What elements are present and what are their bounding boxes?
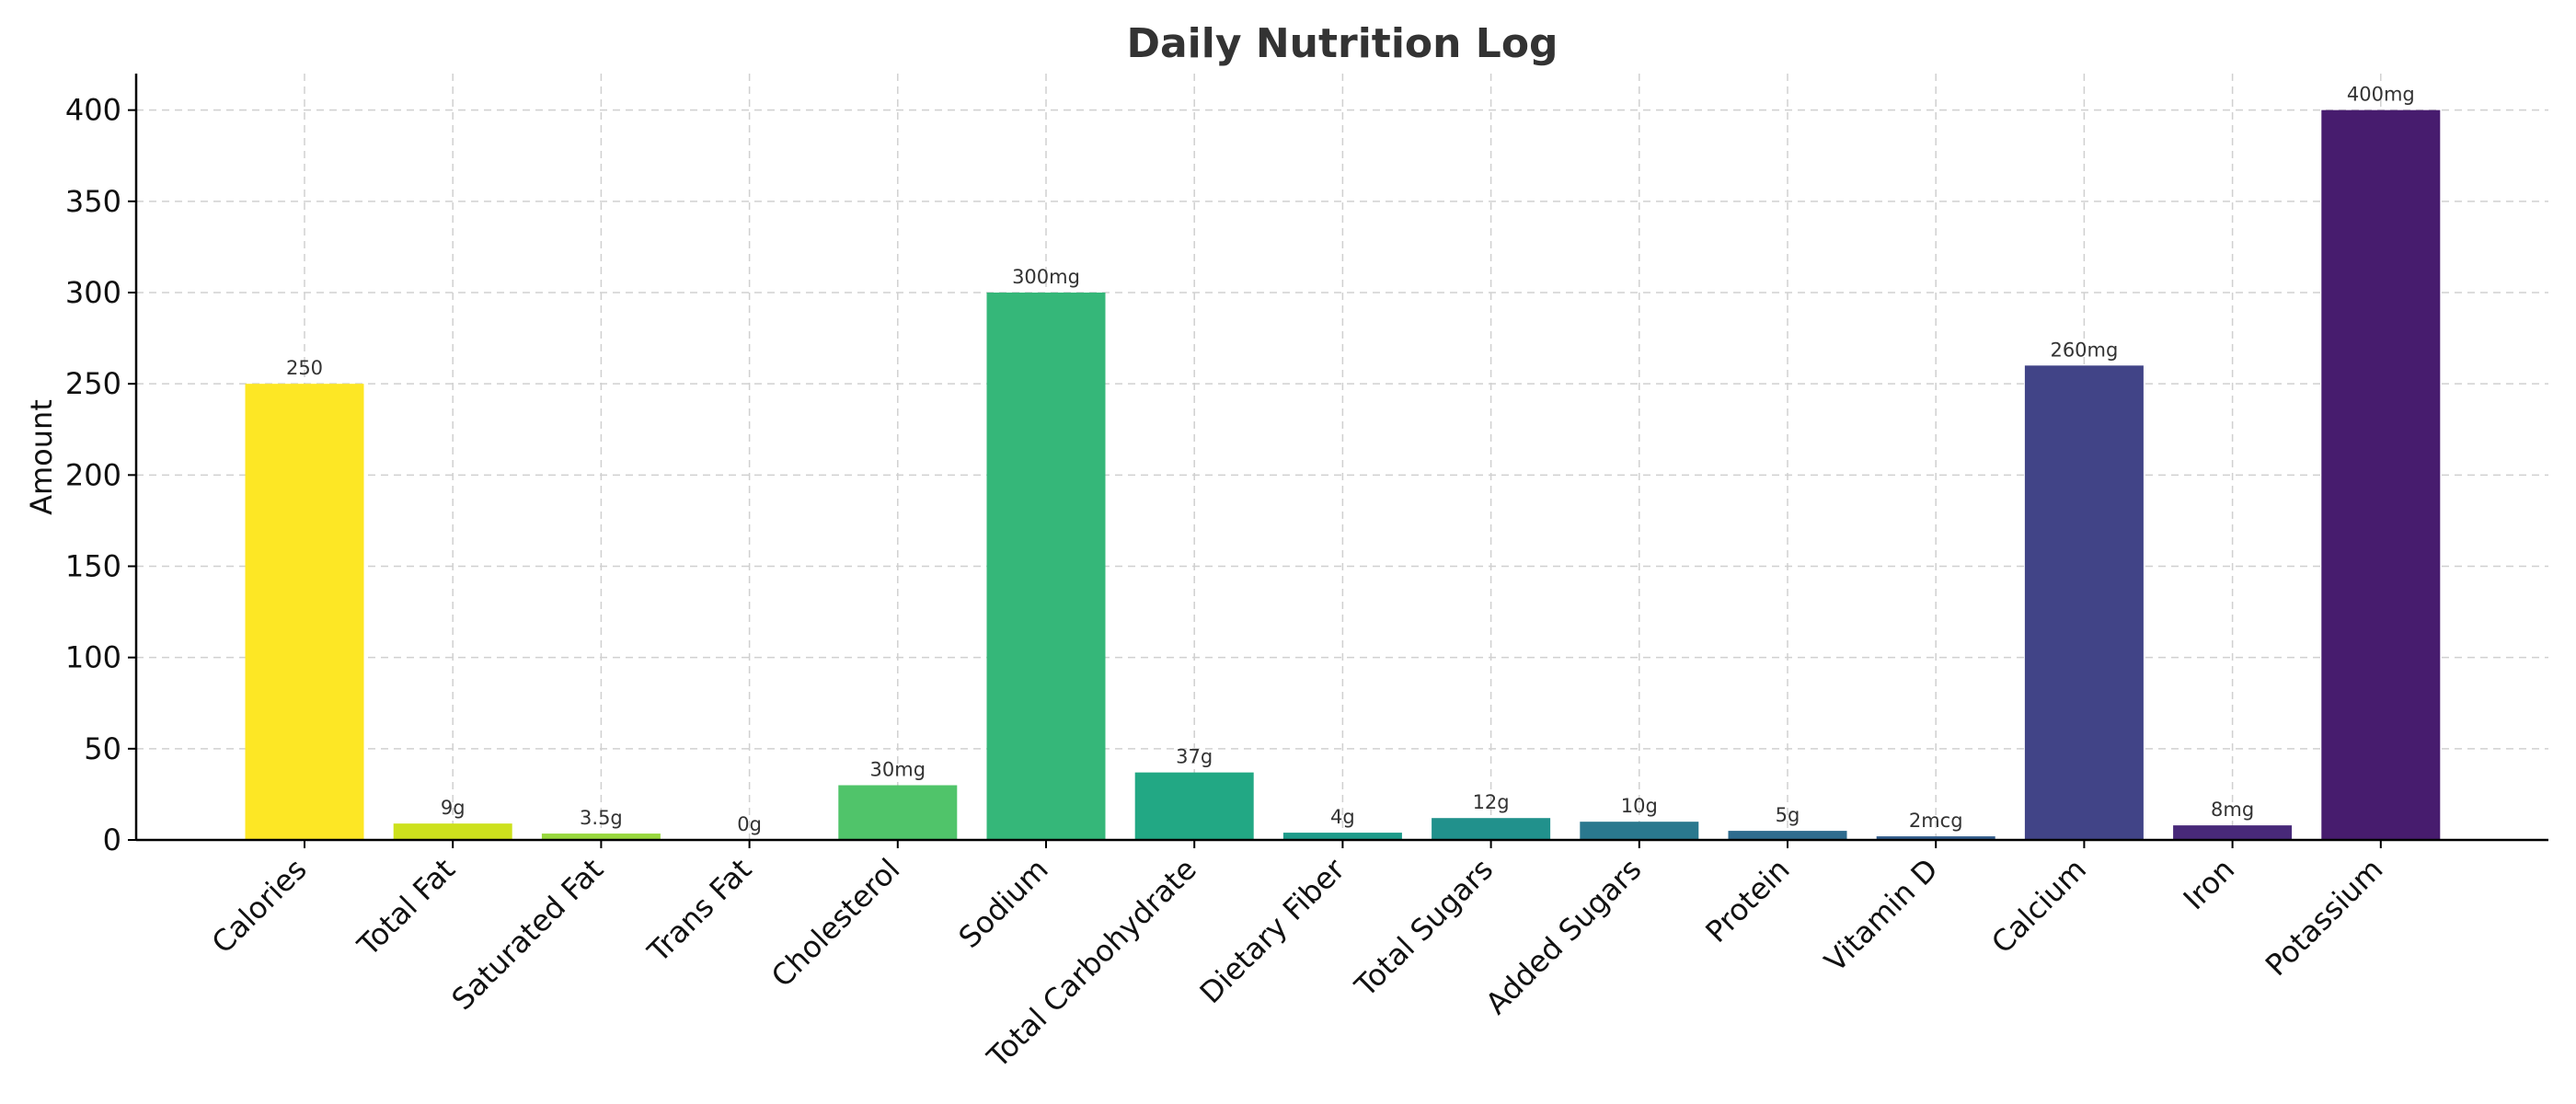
y-tick-label: 350 — [65, 184, 121, 219]
y-tick-label: 250 — [65, 366, 121, 401]
bar-data-label: 2mcg — [1909, 810, 1963, 832]
bar-data-label: 12g — [1473, 791, 1510, 813]
bar — [986, 293, 1106, 840]
x-tick-label: Total Sugars — [1348, 852, 1501, 1005]
y-tick-label: 150 — [65, 549, 121, 584]
x-tick-label: Saturated Fat — [445, 852, 611, 1018]
bar-data-label: 260mg — [2050, 339, 2118, 361]
bar-data-label: 10g — [1621, 795, 1658, 817]
x-tick-label: Iron — [2177, 852, 2242, 917]
y-tick-label: 300 — [65, 275, 121, 310]
bars-layer — [245, 109, 2441, 840]
data-labels-layer: 250 9g 3.5g 0g 30mg 300mg 37g 4g 12g 10g 5g 2mcg 260… — [286, 84, 2415, 835]
bar — [2173, 825, 2293, 840]
x-tick-label: Calcium — [1984, 852, 2093, 960]
bar-data-label: 30mg — [870, 759, 926, 781]
bar — [1134, 772, 1254, 840]
bar — [1876, 836, 1995, 840]
bar-data-label: 5g — [1776, 804, 1800, 826]
bar — [2024, 365, 2144, 840]
bar — [245, 384, 364, 840]
bar — [1728, 831, 1847, 840]
x-tick-label: Cholesterol — [765, 852, 907, 995]
bar-data-label: 9g — [441, 797, 466, 819]
bar — [1580, 822, 1699, 840]
bar — [2321, 109, 2441, 840]
chart-title: Daily Nutrition Log — [1126, 20, 1558, 67]
bar-data-label: 3.5g — [580, 807, 623, 829]
x-tick-label: Potassium — [2259, 852, 2390, 983]
y-tick-label: 0 — [103, 822, 121, 857]
bar — [393, 823, 512, 840]
axes-layer — [128, 74, 2548, 848]
bar-data-label: 300mg — [1012, 266, 1080, 288]
bar — [838, 785, 958, 840]
bar — [541, 834, 661, 840]
y-tick-label: 200 — [65, 457, 121, 492]
y-tick-label: 50 — [84, 731, 121, 766]
bar-data-label: 0g — [737, 813, 762, 835]
bar — [1282, 833, 1402, 840]
x-tick-label: Added Sugars — [1478, 852, 1648, 1021]
bar-data-label: 37g — [1176, 746, 1213, 768]
bar-data-label: 4g — [1330, 806, 1355, 828]
bar-data-label: 8mg — [2211, 799, 2254, 821]
y-axis-label: Amount — [24, 399, 59, 515]
bar-data-label: 400mg — [2347, 84, 2415, 106]
grid-layer — [136, 74, 2548, 841]
x-tick-label: Trans Fat — [640, 852, 758, 970]
x-tick-label: Total Fat — [351, 852, 462, 963]
y-tick-label: 400 — [65, 93, 121, 128]
x-tick-label: Dietary Fiber — [1193, 851, 1352, 1010]
y-tick-label: 100 — [65, 640, 121, 675]
x-tick-label: Sodium — [952, 852, 1055, 955]
bar-data-label: 250 — [286, 357, 323, 379]
x-tick-label: Vitamin D — [1818, 852, 1945, 979]
y-tick-labels: 0 50 100 150 200 250 300 350 400 — [65, 93, 121, 857]
x-tick-label: Calories — [205, 852, 314, 960]
bar — [1432, 818, 1551, 840]
x-tick-label: Protein — [1698, 852, 1796, 949]
